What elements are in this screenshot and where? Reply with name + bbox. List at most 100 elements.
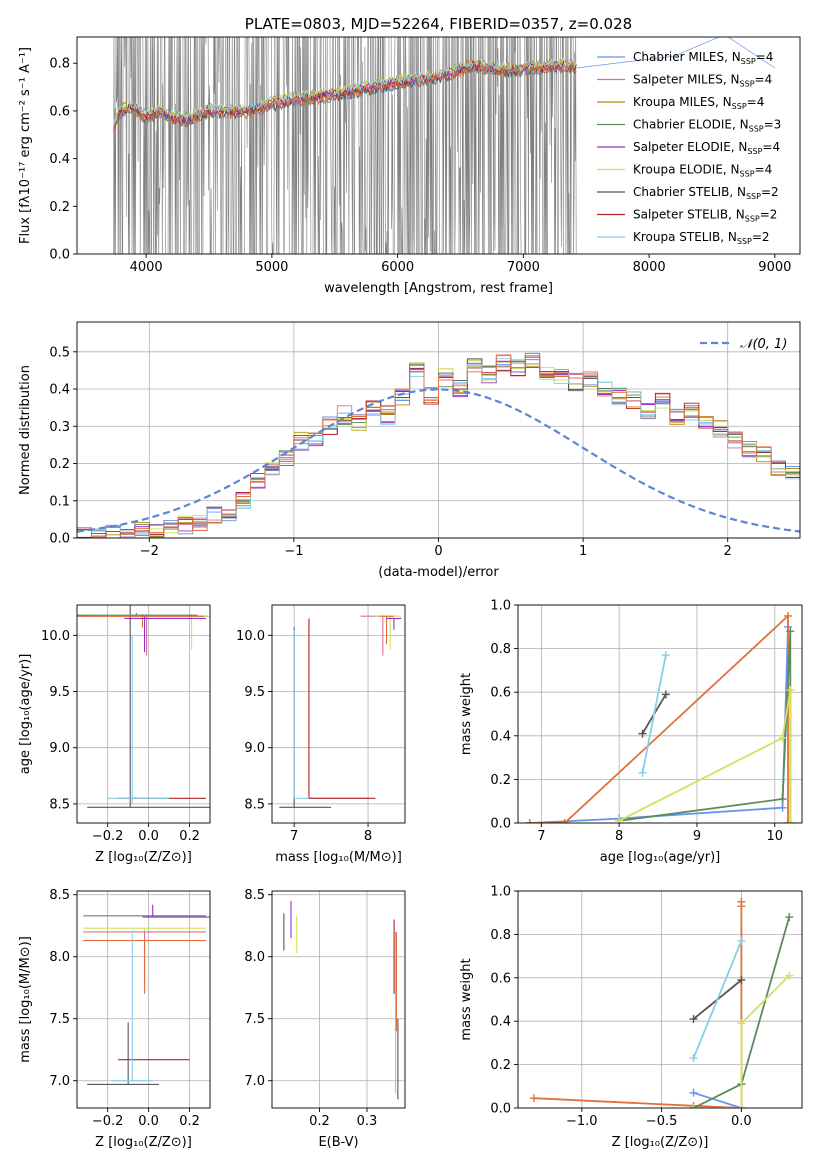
x-tick-label: 0.2 [179, 1114, 200, 1129]
legend-label: Chabrier STELIB, NSSP=2 [633, 185, 779, 201]
y-tick-label: 1.0 [490, 885, 511, 900]
y-axis-label: Normed distribution [18, 365, 33, 495]
y-tick-label: 0.6 [490, 686, 511, 701]
x-tick-label: 0.3 [357, 1114, 378, 1129]
legend-label: Chabrier ELODIE, NSSP=3 [633, 118, 781, 134]
y-tick-label: 0.8 [490, 642, 511, 657]
weight-vs-age-panel: 7 8 9 10 0.0 0.2 0.4 0.6 0.8 1.0 age [log₁₀(age/yr… [459, 599, 803, 865]
legend-suffix: =4 [756, 50, 774, 64]
x-tick-label: 6000 [381, 260, 414, 275]
errorbar-plot-area [283, 900, 399, 1100]
x-axis-label: Z [log₁₀(Z/Z⊙)] [612, 1135, 709, 1150]
weight-point-marker [661, 651, 670, 660]
weight-series-line [529, 613, 789, 823]
legend-subscript: SSP [749, 125, 764, 134]
model-spectrum-krou_miles [113, 57, 577, 123]
weight-series-line [529, 626, 789, 823]
y-tick-label: 0.4 [49, 383, 70, 398]
x-tick-label: 8 [364, 829, 372, 844]
histogram-step-highlight [77, 354, 800, 538]
weight-point-marker [737, 1019, 746, 1028]
weight-point-marker [786, 686, 795, 695]
x-tick-label: 8000 [633, 260, 666, 275]
histogram-step-krou_miles [77, 361, 800, 538]
axes-frame [76, 604, 211, 824]
x-tick-label: 0.0 [138, 829, 159, 844]
legend: Chabrier MILES, NSSP=4 Salpeter MILES, NS… [597, 50, 781, 246]
mass-vs-metallicity-panel: −0.2 0.0 0.2 7.0 7.5 8.0 8.5 Z [log₁₀(Z/Z⊙)] mas… [18, 888, 211, 1150]
x-axis-label: mass [log₁₀(M/M⊙)] [275, 850, 402, 865]
weight-point-marker [661, 690, 670, 699]
errorbar-plot-area [83, 904, 210, 1085]
legend-label: 𝒩(0, 1) [740, 337, 787, 352]
histogram-step-krou_stelib [77, 358, 800, 538]
x-tick-label: 0 [434, 544, 442, 559]
weight-point-marker [638, 729, 647, 738]
normal-distribution-line [77, 388, 800, 533]
y-tick-label: 8.0 [49, 950, 70, 965]
weight-plot-area [525, 611, 795, 823]
x-tick-label: −0.2 [92, 1114, 124, 1129]
histogram-plot-area [77, 352, 800, 538]
legend-suffix: =4 [755, 73, 773, 87]
chart-title: PLATE=0803, MJD=52264, FIBERID=0357, z=0… [245, 15, 632, 33]
x-tick-label: 0.0 [138, 1114, 159, 1129]
legend-subscript: SSP [737, 237, 752, 246]
x-tick-label: 5000 [255, 260, 288, 275]
y-tick-label: 0.2 [49, 200, 70, 215]
weight-point-marker [783, 611, 792, 620]
histogram-step-krou_elodie [77, 360, 800, 538]
weight-point-marker [689, 1054, 698, 1063]
histogram-step-salp_miles [77, 355, 800, 538]
x-tick-label: 1 [579, 544, 587, 559]
residual-histogram-panel: −2 −1 0 1 2 0.0 0.1 0.2 0.3 0.4 0.5 (data-model)/er… [18, 321, 801, 580]
y-tick-label: 7.0 [49, 1074, 70, 1089]
spectrum-panel: 4000 5000 6000 7000 8000 9000 0.0 0.2 0.4 0.6 0.8 w… [18, 15, 801, 296]
x-tick-label: 0.2 [179, 829, 200, 844]
y-tick-label: 0.4 [490, 729, 511, 744]
legend-suffix: =3 [764, 118, 782, 132]
weight-series-line [692, 940, 743, 1059]
y-tick-label: 0.4 [490, 1015, 511, 1030]
y-tick-label: 0.3 [49, 420, 70, 435]
x-axis-label: (data-model)/error [378, 565, 499, 580]
axes-frame [271, 604, 406, 824]
y-tick-label: 0.6 [490, 971, 511, 986]
y-tick-label: 8.5 [244, 888, 265, 903]
weight-point-marker [525, 819, 534, 823]
x-axis-label: wavelength [Angstrom, rest frame] [324, 281, 553, 296]
weight-point-marker [778, 733, 787, 742]
x-tick-label: 8 [615, 829, 623, 844]
legend-subscript: SSP [740, 170, 755, 179]
weight-point-marker [689, 1104, 698, 1108]
spectrum-plot-area [113, 37, 776, 254]
x-axis-label: age [log₁₀(age/yr)] [600, 850, 721, 865]
y-tick-label: 9.5 [244, 685, 265, 700]
y-tick-label: 0.2 [490, 773, 511, 788]
y-axis-label: mass weight [459, 958, 474, 1040]
y-tick-label: 0.5 [49, 345, 70, 360]
legend-subscript: SSP [741, 57, 756, 66]
axes-frame [517, 890, 803, 1109]
y-tick-label: 9.0 [244, 741, 265, 756]
errorbar-plot-area [279, 615, 402, 808]
y-tick-label: 0.0 [490, 817, 511, 832]
legend-suffix: =2 [760, 208, 778, 222]
legend-subscript: SSP [747, 147, 762, 156]
weight-point-marker [778, 803, 787, 812]
legend-label: Kroupa ELODIE, NSSP=4 [633, 163, 772, 179]
axes-frame [271, 890, 406, 1109]
y-tick-label: 0.0 [49, 532, 70, 547]
x-tick-label: 0.2 [309, 1114, 330, 1129]
y-tick-label: 7.5 [49, 1012, 70, 1027]
x-tick-label: 2 [724, 544, 732, 559]
y-tick-label: 9.5 [49, 685, 70, 700]
y-axis-label: age [log₁₀(age/yr)] [18, 654, 33, 775]
y-tick-label: 7.0 [244, 1074, 265, 1089]
weight-vs-metallicity-panel: −1.0 −0.5 0.0 0.0 0.2 0.4 0.6 0.8 1.0 Z [log₁₀(Z/… [459, 885, 803, 1150]
age-vs-metallicity-panel: −0.2 0.0 0.2 8.5 9.0 9.5 10.0 Z [log₁₀(Z/Z⊙)] ag… [18, 604, 211, 865]
x-tick-label: 9000 [758, 260, 791, 275]
observed-spectrum-line [113, 37, 577, 254]
histogram-step-salp_stelib [77, 360, 800, 538]
x-tick-label: 7 [290, 829, 298, 844]
